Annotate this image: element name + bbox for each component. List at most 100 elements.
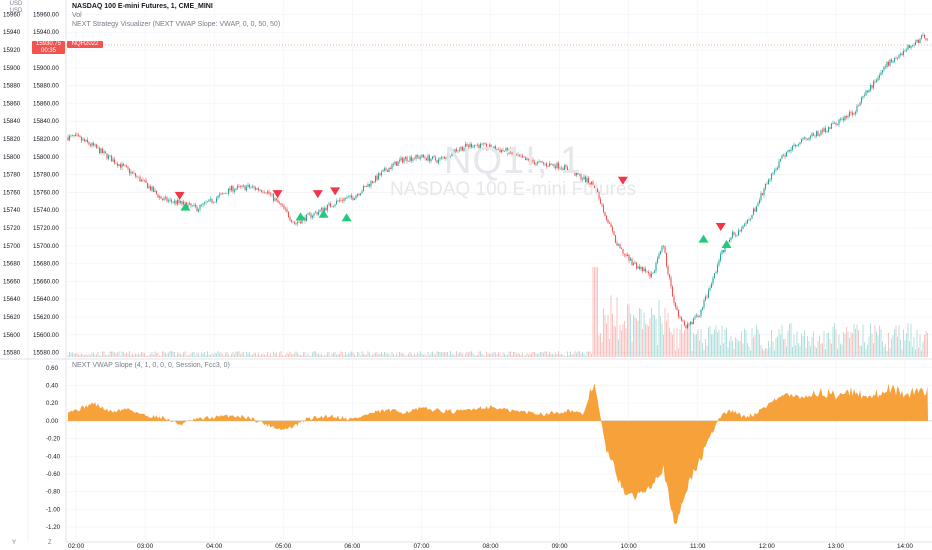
candle-body [508,149,510,154]
volume-bar [684,330,685,357]
volume-bar [168,352,169,357]
volume-bar [598,335,600,357]
candle-body [853,113,855,115]
candle-body [415,154,417,159]
candle-body [338,199,341,201]
volume-bar [904,340,906,357]
candle-body [386,170,389,172]
candle-body [550,163,552,165]
volume-bar [451,353,453,357]
volume-bar [541,351,543,357]
volume-bar [430,352,432,357]
volume-bar [463,355,465,357]
buy-signal-marker [721,240,732,249]
volume-bar [477,354,478,357]
candle-body [436,160,438,163]
candle-body [907,44,909,50]
price-tick-label-outer: 15720 [3,225,21,232]
candle-body [128,168,131,174]
candle-body [860,97,863,103]
candle-body [809,135,812,138]
candle-body [796,145,798,147]
volume-bar [594,267,595,357]
volume-bar [672,334,673,357]
candle-body [92,142,95,146]
volume-bar [192,352,193,357]
volume-bar [183,352,184,357]
volume-bar [132,353,133,357]
price-tick-label: 15740.00 [33,207,59,214]
time-axis[interactable]: 02:00 03:00 04:00 05:00 06:00 07:00 08:00 09:00… [68,543,913,550]
currency-label[interactable]: USD USD [6,1,26,15]
volume-bar [354,354,355,357]
price-tick-label: 15600.00 [33,332,59,339]
candle-body [188,203,191,205]
candle-body [283,205,285,209]
candle-body [143,179,146,181]
volume-bar [585,355,586,357]
volume-bar [165,353,166,357]
volume-bar [822,342,823,357]
candle-body [98,147,101,154]
volume-bar [615,326,616,357]
volume-bar [918,347,919,357]
volume-bar [655,318,657,357]
volume-bar [576,353,577,357]
candle-body [874,81,876,83]
volume-bar [484,355,486,357]
indicator-legend[interactable]: NEXT VWAP Slope (4, 1, 0, 0, 0, Session,… [72,362,230,369]
volume-bar [681,323,682,357]
candle-body [871,85,873,88]
price-axis[interactable]: 15960.001596015940.001594015920.00159201… [3,11,59,356]
volume-bar [79,354,81,357]
candle-body [241,185,243,187]
candle-body [826,131,828,133]
log-scale-button[interactable]: Z [48,540,52,546]
volume-bar [925,330,927,357]
candle-body [767,179,770,185]
volume-bar [838,334,840,357]
auto-scale-button[interactable]: Y [12,540,17,546]
candle-body [329,203,332,207]
sell-signal-marker [174,191,185,200]
legend-volume[interactable]: Vol [72,12,82,19]
slope-tick-label: -0.40 [46,453,61,460]
candle-body [466,143,468,146]
candle-body [187,204,189,209]
volume-bar [649,318,651,357]
volume-bar [261,354,262,357]
legend-strategy[interactable]: NEXT Strategy Visualizer (NEXT VWAP Slop… [72,21,281,28]
candle-body [920,35,923,39]
candle-body [245,186,248,191]
volume-bar [708,327,709,357]
candle-body [476,144,479,146]
candle-body [352,197,354,200]
price-tick-label-outer: 15940 [3,29,21,36]
candle-body [347,196,350,198]
candle-body [202,203,204,205]
candle-body [715,272,717,274]
volume-bar [273,351,274,357]
candle-body [671,286,674,297]
volume-bar [102,351,103,357]
volume-bar [667,312,669,357]
candle-body [115,163,117,164]
price-tick-label-outer: 15920 [3,47,21,54]
candle-body [353,198,356,200]
volume-bar [138,353,139,357]
volume-bar [481,353,483,357]
candle-body [83,139,86,142]
slope-axis[interactable]: 0.60 0.40 0.20 0.00 -0.20 -0.40 -0.60 -0.80 -1.0… [46,365,61,531]
volume-bar [85,354,87,357]
volume-bar [760,345,762,357]
volume-bar [886,350,888,357]
candle-body [706,296,708,298]
legend-title[interactable]: NASDAQ 100 E-mini Futures, 1, CME_MINI [72,3,213,10]
candle-body [898,55,900,59]
buy-signal-marker [180,202,191,211]
volume-bar [864,342,865,357]
volume-bar [171,351,172,357]
candle-body [902,50,905,55]
